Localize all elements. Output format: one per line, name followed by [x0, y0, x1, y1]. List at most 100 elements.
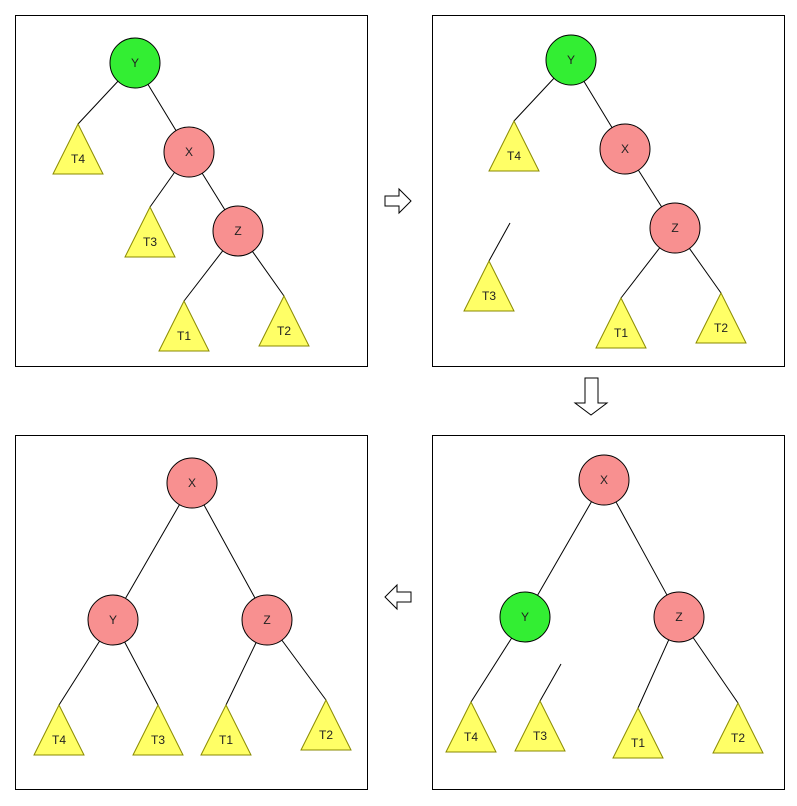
subtree-t1: T1: [200, 703, 252, 756]
node-circle: [241, 594, 293, 646]
edge-y-t4: [470, 637, 513, 703]
node-label: Z: [675, 610, 682, 624]
edge-y-x: [147, 84, 177, 131]
edge-z-t1: [183, 250, 224, 302]
edge-z-t2: [689, 248, 722, 294]
subtree-label: T3: [151, 733, 165, 747]
edge-y-t4: [58, 640, 101, 706]
edge-y-t4: [77, 80, 119, 125]
subtree-triangle: [132, 703, 184, 756]
subtree-triangle: [33, 703, 85, 756]
subtree-label: T3: [482, 289, 496, 303]
edge-x-t3: [149, 172, 175, 208]
panel-step-4: T4 T3 T1 T2 X Y Z: [15, 435, 368, 790]
subtree-label: T2: [277, 324, 291, 338]
node-circle: [212, 205, 264, 257]
subtree-t2: T2: [300, 698, 352, 751]
node-y: Y: [545, 34, 597, 86]
node-circle: [87, 594, 139, 646]
edge-z-t2: [281, 639, 327, 701]
node-circle: [545, 34, 597, 86]
subtree-t3: T3: [132, 703, 184, 756]
subtree-t3: T3: [463, 259, 515, 312]
node-circle: [578, 454, 630, 506]
node-z: Z: [653, 591, 705, 643]
subtree-t2: T2: [695, 291, 747, 344]
subtree-t1: T1: [595, 296, 647, 349]
node-x: X: [578, 454, 630, 506]
subtree-triangle: [300, 698, 352, 751]
node-circle: [109, 37, 161, 89]
subtree-label: T3: [143, 235, 157, 249]
panel-step-3: T4 T3 T1 T2 X Y Z: [432, 435, 785, 790]
panel-frame: [15, 15, 368, 367]
subtree-label: T1: [177, 329, 191, 343]
detached-edge: [488, 222, 511, 262]
subtree-label: T4: [71, 152, 85, 166]
subtree-label: T4: [52, 733, 66, 747]
subtree-t3: T3: [514, 699, 566, 752]
subtree-t3: T3: [124, 205, 176, 258]
subtree-triangle: [52, 122, 104, 175]
subtree-triangle: [514, 699, 566, 752]
node-y: Y: [499, 591, 551, 643]
edge-x-y: [125, 504, 180, 599]
subtree-t4: T4: [488, 119, 540, 172]
node-z: Z: [212, 205, 264, 257]
edge-z-t1: [620, 247, 661, 299]
subtree-triangle: [200, 703, 252, 756]
subtree-triangle: [612, 706, 664, 759]
subtree-triangle: [488, 119, 540, 172]
subtree-triangle: [463, 259, 515, 312]
edge-z-t1: [225, 642, 257, 706]
node-z: Z: [241, 594, 293, 646]
subtree-triangle: [258, 294, 310, 347]
detached-edge: [539, 663, 562, 702]
subtree-t4: T4: [52, 122, 104, 175]
node-y: Y: [87, 594, 139, 646]
edge-z-t1: [637, 639, 670, 709]
node-label: X: [600, 473, 608, 487]
edge-x-z: [637, 169, 663, 208]
subtree-triangle: [695, 291, 747, 344]
edge-x-z: [615, 501, 668, 596]
node-label: Z: [234, 224, 241, 238]
node-label: Z: [263, 613, 270, 627]
node-circle: [163, 126, 215, 178]
node-circle: [599, 123, 651, 175]
edge-x-y: [537, 501, 592, 596]
subtree-triangle: [712, 701, 764, 754]
node-label: Y: [521, 610, 529, 624]
node-z: Z: [649, 202, 701, 254]
subtree-t1: T1: [612, 706, 664, 759]
subtree-triangle: [445, 700, 497, 753]
subtree-label: T2: [714, 321, 728, 335]
subtree-triangle: [158, 299, 210, 352]
node-circle: [649, 202, 701, 254]
edge-x-z: [201, 172, 226, 211]
node-circle: [653, 591, 705, 643]
subtree-label: T1: [631, 736, 645, 750]
node-label: X: [188, 476, 196, 490]
node-x: X: [599, 123, 651, 175]
subtree-label: T4: [507, 149, 521, 163]
subtree-t1: T1: [158, 299, 210, 352]
node-label: X: [185, 145, 193, 159]
arrow-left-icon: [384, 583, 412, 611]
node-label: Z: [671, 221, 678, 235]
panel-step-2: T4 T3 T1 T2 Y X Z: [432, 15, 785, 367]
node-y: Y: [109, 37, 161, 89]
node-x: X: [163, 126, 215, 178]
node-x: X: [166, 457, 218, 509]
edge-y-x: [583, 81, 613, 128]
node-circle: [166, 457, 218, 509]
subtree-label: T3: [533, 729, 547, 743]
edge-z-t2: [692, 637, 739, 704]
edge-y-t4: [513, 77, 555, 122]
panel-step-1: T4 T3 T1 T2 Y X Z: [15, 15, 368, 367]
edge-y-t3: [124, 641, 159, 706]
node-label: X: [621, 142, 629, 156]
node-label: Y: [567, 53, 575, 67]
